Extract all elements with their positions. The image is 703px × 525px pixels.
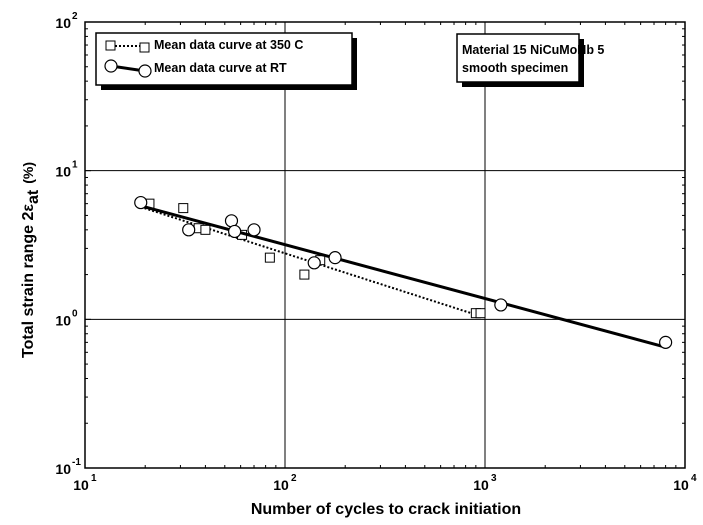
- x-tick-exponent: 3: [491, 473, 497, 484]
- data-point-square: [475, 308, 486, 319]
- y-axis-label: Total strain range 2εat (%): [20, 162, 42, 358]
- x-tick-exponent: 1: [91, 473, 97, 484]
- legend-circle-marker: [104, 59, 118, 73]
- y-tick-exponent: 2: [72, 11, 78, 22]
- y-tick-label: 10: [55, 164, 71, 180]
- y-axis-label-unit: (%): [20, 162, 36, 184]
- annotation-line-2: smooth specimen: [462, 61, 568, 75]
- x-tick-label: 10: [473, 477, 489, 493]
- data-point-circle: [659, 335, 673, 349]
- material-annotation: Material 15 NiCuMoNb 5 smooth specimen: [456, 33, 604, 87]
- y-axis-label-main: Total strain range 2ε: [20, 204, 37, 358]
- mean-curve-rt: [140, 204, 667, 349]
- y-tick-exponent: -1: [72, 457, 81, 468]
- plot-frame: [84, 21, 686, 469]
- data-point-square: [200, 224, 211, 235]
- annotation-line-1: Material 15 NiCuMoNb 5: [462, 43, 604, 57]
- y-tick-label: 10: [55, 15, 71, 31]
- x-tick-exponent: 2: [291, 473, 297, 484]
- y-tick-label: 10: [55, 461, 71, 477]
- x-tick-label: 10: [673, 477, 689, 493]
- x-tick-label: 10: [73, 477, 89, 493]
- data-point-circle: [134, 195, 148, 210]
- data-series: [134, 195, 673, 349]
- x-axis-label: Number of cycles to crack initiation: [251, 501, 521, 518]
- data-point-circle: [307, 256, 321, 270]
- legend-square-marker: [105, 40, 116, 51]
- data-point-circle: [182, 223, 196, 237]
- y-axis-label-subscript: at: [25, 189, 42, 204]
- y-tick-label: 10: [55, 312, 71, 328]
- legend-box: [95, 32, 353, 86]
- y-tick-exponent: 1: [72, 160, 78, 171]
- legend-label-350c: Mean data curve at 350 C: [154, 38, 303, 52]
- mean-curve-350c: [140, 206, 481, 318]
- y-tick-exponent: 0: [72, 308, 78, 319]
- legend: Mean data curve at 350 C Mean data curve…: [95, 32, 357, 90]
- data-point-circle: [247, 223, 261, 237]
- data-point-circle: [494, 298, 508, 312]
- tick-labels: 10 1 10 2 10 3 10 410 -110 010 110 2: [55, 11, 697, 493]
- data-point-square: [178, 203, 189, 214]
- data-point-square: [299, 269, 310, 280]
- x-tick-exponent: 4: [691, 473, 697, 484]
- legend-circle-marker: [138, 64, 152, 78]
- grid-lines: [84, 21, 686, 469]
- legend-square-marker: [139, 42, 150, 53]
- annotation-box: [456, 33, 580, 83]
- x-tick-label: 10: [273, 477, 289, 493]
- legend-label-rt: Mean data curve at RT: [154, 61, 287, 75]
- data-point-square: [264, 252, 275, 263]
- data-point-circle: [328, 251, 342, 265]
- data-point-circle: [228, 224, 242, 239]
